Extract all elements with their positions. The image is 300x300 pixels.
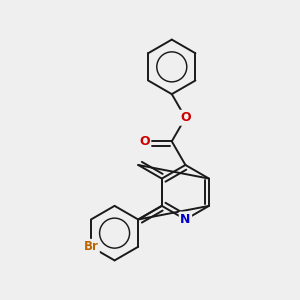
Text: O: O: [139, 135, 150, 148]
Text: O: O: [180, 111, 191, 124]
Text: N: N: [180, 213, 190, 226]
Text: Br: Br: [83, 240, 98, 253]
